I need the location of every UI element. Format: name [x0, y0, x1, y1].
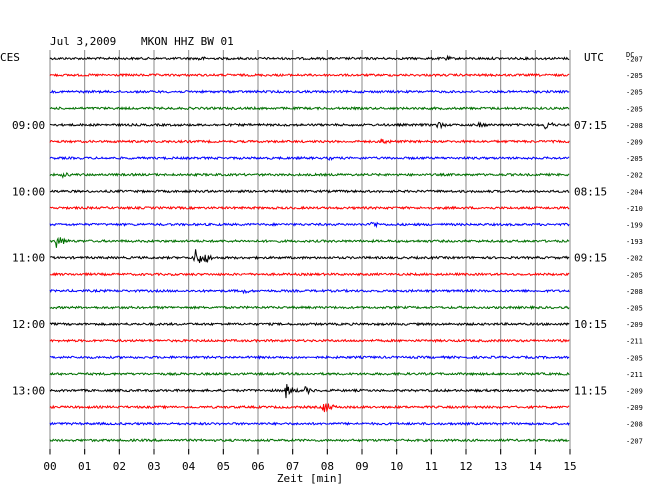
- right-time-label: 11:15: [574, 385, 607, 398]
- trace-5: [49, 138, 570, 145]
- dc-value: -205: [626, 89, 643, 97]
- x-tick-label: 13: [494, 460, 507, 473]
- trace-8: [49, 189, 570, 194]
- left-time-label: 13:00: [12, 385, 45, 398]
- x-tick-label: 07: [286, 460, 299, 473]
- x-axis-label: Zeit [min]: [277, 472, 343, 485]
- x-tick-label: 14: [529, 460, 543, 473]
- dc-value: -209: [626, 139, 643, 147]
- dc-value: -208: [626, 122, 643, 130]
- dc-value: -207: [626, 56, 643, 64]
- x-tick-label: 04: [182, 460, 196, 473]
- left-time-label: 12:00: [12, 318, 45, 331]
- trace-17: [49, 338, 570, 344]
- trace-21: [49, 403, 570, 413]
- trace-23: [49, 437, 570, 443]
- trace-0: [49, 54, 570, 62]
- dc-header-label: DC: [626, 51, 634, 59]
- grid-lines: [49, 50, 571, 455]
- trace-7: [49, 171, 570, 179]
- trace-18: [49, 354, 570, 360]
- x-tick-label: 15: [563, 460, 576, 473]
- trace-6: [49, 155, 570, 161]
- left-time-label: 11:00: [12, 252, 45, 265]
- x-tick-label: 05: [217, 460, 230, 473]
- x-tick-label: 02: [113, 460, 126, 473]
- trace-19: [49, 371, 570, 377]
- trace-15: [49, 305, 570, 311]
- x-tick-label: 03: [147, 460, 160, 473]
- dc-value: -204: [626, 188, 643, 196]
- x-tick-label: 09: [355, 460, 368, 473]
- trace-20: [49, 384, 570, 399]
- trace-14: [49, 288, 570, 295]
- label-group: 00 01 02 03 04 05 06 07 08 09 10 11 12 13 14 15 09:00 10:…: [12, 56, 643, 474]
- dc-value: -205: [626, 72, 643, 80]
- trace-9: [49, 205, 570, 211]
- dc-value: -205: [626, 105, 643, 113]
- trace-group: [49, 54, 570, 443]
- dc-value: -210: [626, 205, 643, 213]
- x-tick-label: 01: [78, 460, 91, 473]
- trace-3: [49, 105, 570, 111]
- left-time-label: 09:00: [12, 119, 45, 132]
- dc-value: -211: [626, 371, 643, 379]
- trace-22: [49, 421, 570, 426]
- right-time-label: 08:15: [574, 185, 607, 198]
- right-timezone-label: UTC: [584, 51, 604, 64]
- x-tick-label: 11: [425, 460, 438, 473]
- right-time-label: 10:15: [574, 318, 607, 331]
- dc-value: -209: [626, 404, 643, 412]
- x-tick-label: 10: [390, 460, 403, 473]
- dc-value: -208: [626, 421, 643, 429]
- trace-11: [49, 236, 570, 248]
- dc-value: -208: [626, 288, 643, 296]
- trace-4: [49, 121, 570, 130]
- trace-10: [49, 221, 570, 229]
- dc-value: -205: [626, 305, 643, 313]
- trace-12: [49, 249, 570, 264]
- x-tick-label: 00: [43, 460, 56, 473]
- x-tick-label: 12: [459, 460, 472, 473]
- right-time-label: 09:15: [574, 252, 607, 265]
- dc-value: -205: [626, 155, 643, 163]
- x-tick-label: 08: [321, 460, 334, 473]
- trace-16: [49, 321, 570, 327]
- dc-value: -199: [626, 222, 643, 230]
- dc-value: -193: [626, 238, 643, 246]
- trace-13: [49, 271, 570, 277]
- chart-station: MKON HHZ BW 01: [141, 35, 234, 48]
- trace-1: [49, 72, 570, 78]
- dc-value: -207: [626, 437, 643, 445]
- dc-value: -205: [626, 271, 643, 279]
- right-time-label: 07:15: [574, 119, 607, 132]
- trace-2: [49, 89, 570, 95]
- dc-value: -211: [626, 338, 643, 346]
- dc-value: -202: [626, 172, 643, 180]
- chart-date: Jul 3,2009: [50, 35, 116, 48]
- dc-value: -209: [626, 321, 643, 329]
- dc-value: -202: [626, 255, 643, 263]
- dc-value: -205: [626, 354, 643, 362]
- dc-value: -209: [626, 388, 643, 396]
- x-tick-label: 06: [251, 460, 264, 473]
- left-timezone-label: CES: [0, 51, 20, 64]
- left-time-label: 10:00: [12, 185, 45, 198]
